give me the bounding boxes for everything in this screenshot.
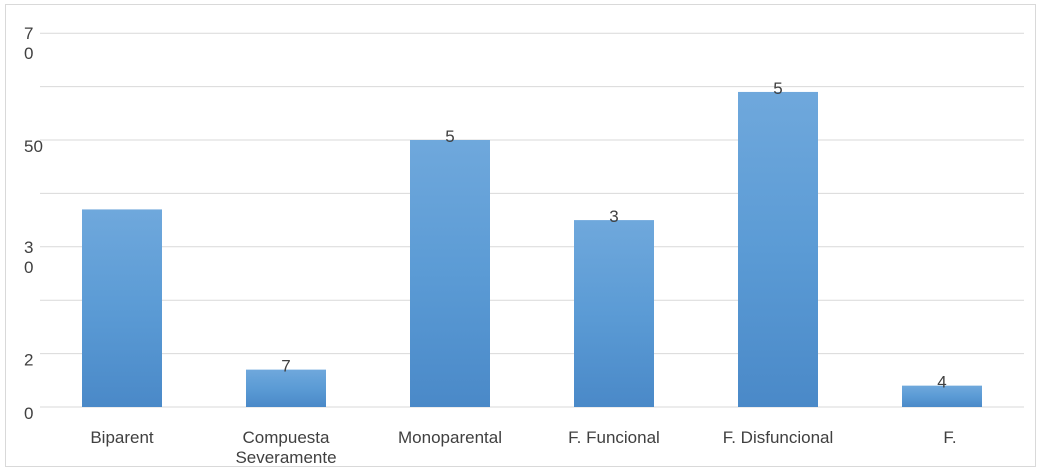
y-tick-label: 0 (24, 404, 33, 423)
data-labels: 7 5 3 5 4 (281, 79, 946, 392)
y-axis-ticks: 0 2 3 0 50 7 0 (24, 24, 43, 423)
bar (902, 385, 982, 407)
category-label: Compuesta Severamente (235, 428, 336, 467)
bar (82, 209, 162, 407)
gridlines (40, 32, 1024, 408)
bar (574, 220, 654, 407)
y-tick-label: 2 (24, 351, 33, 370)
category-label: F. (943, 428, 956, 447)
data-label: 4 (937, 373, 946, 392)
bar (410, 140, 490, 407)
bar (738, 91, 818, 407)
data-label: 3 (609, 207, 618, 226)
category-labels: Biparent Compuesta Severamente Monoparental… (90, 428, 956, 467)
category-label: Monoparental (398, 428, 502, 447)
bar-chart: 0 2 3 0 50 7 0 7 5 3 5 4 Biparent Compuesta Severame… (24, 24, 1024, 467)
chart-frame: 0 2 3 0 50 7 0 7 5 3 5 4 Biparent Compuesta Severame… (5, 4, 1036, 467)
bar (246, 369, 326, 407)
bars (82, 91, 982, 407)
y-tick-label: 50 (24, 137, 43, 156)
category-label: F. Disfuncional (723, 428, 834, 447)
data-label: 5 (773, 79, 782, 98)
data-label: 5 (445, 127, 454, 146)
category-label: Biparent (90, 428, 154, 447)
category-label: F. Funcional (568, 428, 660, 447)
data-label: 7 (281, 357, 290, 376)
